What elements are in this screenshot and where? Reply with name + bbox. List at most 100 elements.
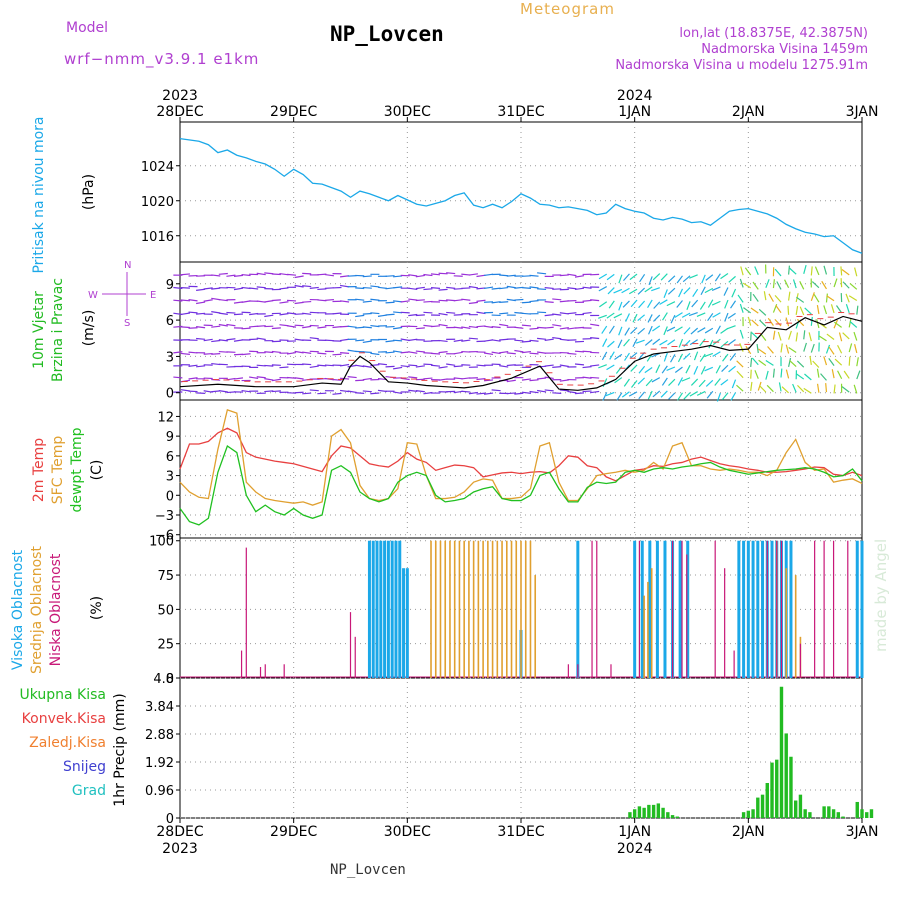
precip-ylabel: 1hr Precip (mm) xyxy=(112,693,128,806)
wind-arrow xyxy=(461,298,471,301)
cloud-bar-1 xyxy=(487,540,489,678)
wind-arrow xyxy=(624,352,630,361)
wind-arrow xyxy=(521,350,532,354)
wind-arrow xyxy=(438,366,448,369)
wind-arrow xyxy=(362,351,372,354)
wind-arrow xyxy=(559,312,569,315)
wind-arrow xyxy=(514,392,524,395)
wind-arrow xyxy=(674,312,683,318)
wind-arrow xyxy=(233,287,244,291)
cloud-bar-1 xyxy=(491,540,494,678)
wind-arrow xyxy=(745,345,752,355)
wind-arrow xyxy=(714,378,721,386)
wind-arrow xyxy=(529,379,539,382)
wind-arrow xyxy=(637,314,645,322)
wind-arrow xyxy=(499,274,509,277)
top-year-right: 2024 xyxy=(617,88,653,104)
precip-bar xyxy=(666,812,670,818)
cloud-bar-1 xyxy=(482,540,484,678)
wind-arrow xyxy=(843,370,850,379)
wind-arrow xyxy=(370,285,380,288)
wind-arrow xyxy=(623,378,630,387)
wind-arrow xyxy=(249,325,259,328)
wind-arrow xyxy=(461,326,471,329)
wind-arrow xyxy=(765,279,770,288)
pressure-unit: (hPa) xyxy=(81,174,97,210)
wind-arrow xyxy=(707,299,714,308)
wind-arrow xyxy=(652,338,661,346)
wind-arrow xyxy=(698,379,706,388)
wind-arrow xyxy=(828,346,835,355)
wind-arrow xyxy=(848,318,852,328)
wind-arrow xyxy=(700,366,706,375)
wind-arrow xyxy=(653,314,661,322)
y-tick-label: 75 xyxy=(157,569,174,584)
temp-unit: (C) xyxy=(89,460,105,481)
lonlat-info: lon,lat (18.8375E, 42.3875N) xyxy=(679,26,868,41)
wind-arrow xyxy=(408,364,418,367)
precip-bar xyxy=(746,810,751,818)
wind-arrow xyxy=(613,288,623,294)
wind-arrow xyxy=(453,365,463,368)
wind-arrow xyxy=(362,286,372,289)
wind-arrow xyxy=(453,299,463,302)
wind-arrow xyxy=(294,313,304,315)
cloud-bar-1 xyxy=(515,540,518,678)
wind-arrow xyxy=(385,313,395,316)
wind-arrow xyxy=(614,353,623,361)
wind-arrow xyxy=(699,353,706,362)
wind-arrow xyxy=(446,299,456,302)
wind-arrow xyxy=(317,392,327,395)
cloud-bar-0 xyxy=(648,540,652,678)
cloud-bar-1 xyxy=(647,581,649,678)
wind-arrow xyxy=(705,274,714,281)
wind-arrow xyxy=(648,325,653,335)
wind-arrow xyxy=(506,274,516,277)
wind-arrow xyxy=(339,389,350,393)
wind-arrow xyxy=(796,373,805,380)
wind-arrow xyxy=(317,273,327,276)
wind-arrow xyxy=(644,366,653,374)
wind-arrow xyxy=(853,331,858,341)
wind-arrow xyxy=(590,323,600,327)
wind-arrow xyxy=(339,338,350,342)
wind-arrow xyxy=(286,325,297,328)
wind-arrow xyxy=(393,275,403,278)
wind-arrow xyxy=(739,343,744,352)
wind-arrow xyxy=(302,351,312,354)
cloud-bar-0 xyxy=(379,540,383,678)
wind-arrow xyxy=(816,383,820,393)
wind-arrow xyxy=(438,339,448,343)
wind-arrow xyxy=(400,300,410,303)
wind-arrow xyxy=(854,344,858,354)
wind-arrow xyxy=(233,353,244,356)
temp-ylabel-0: 2m Temp xyxy=(31,438,47,502)
wind-arrow xyxy=(529,286,539,289)
wind-arrow xyxy=(468,273,478,276)
wind-arrow xyxy=(590,376,600,379)
wind-arrow xyxy=(582,299,592,302)
cloud-bar-2 xyxy=(686,554,688,678)
wind-arrow xyxy=(196,288,206,291)
wind-arrow xyxy=(514,286,524,289)
wind-arrow xyxy=(686,301,691,310)
wind-arrow xyxy=(537,272,547,275)
wind-arrow xyxy=(624,327,630,336)
wind-arrow xyxy=(529,390,539,394)
wind-arrow xyxy=(347,349,357,353)
wind-arrow xyxy=(683,287,691,295)
wind-arrow xyxy=(652,325,661,332)
wind-arrow xyxy=(739,303,744,313)
wind-arrow xyxy=(677,353,684,363)
wind-arrow xyxy=(408,287,418,291)
wind-arrow xyxy=(728,275,736,283)
wind-arrow xyxy=(264,364,274,367)
cloud-bar-1 xyxy=(524,540,527,678)
wind-arrow xyxy=(264,314,274,318)
y-tick-label: 6 xyxy=(166,314,174,329)
cloud-bar-0 xyxy=(770,540,774,678)
wind-arrow xyxy=(476,392,486,395)
wind-arrow xyxy=(731,288,737,298)
precip-bar xyxy=(865,812,869,818)
model-label: Model xyxy=(66,20,109,36)
